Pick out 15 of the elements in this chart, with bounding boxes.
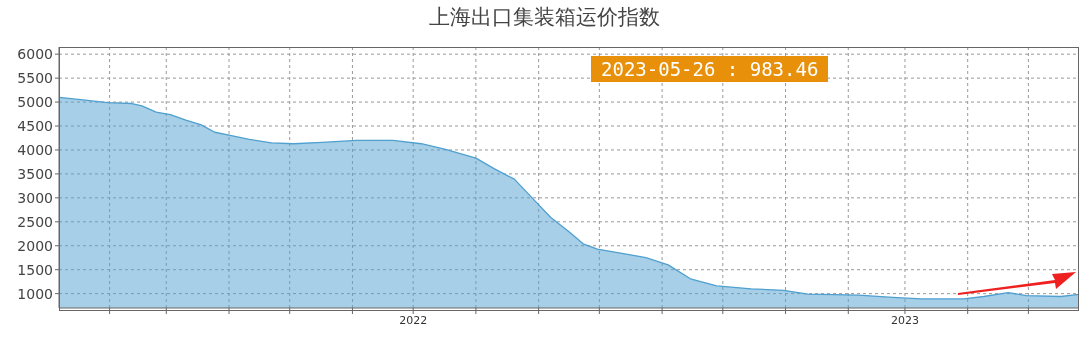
chart-title: 上海出口集装箱运价指数 <box>428 4 661 31</box>
y-tick-label: 2000 <box>17 237 53 254</box>
x-tick-label: 2023 <box>890 313 919 327</box>
y-tick-label: 4500 <box>17 117 53 134</box>
y-tick-label: 6000 <box>17 46 53 63</box>
y-tick-label: 3500 <box>17 165 53 182</box>
y-tick-label: 4000 <box>17 141 53 158</box>
y-tick-label: 1000 <box>17 285 53 302</box>
y-tick-label: 5000 <box>17 94 53 111</box>
x-tick-label: 2022 <box>399 313 428 327</box>
y-tick-label: 3000 <box>17 189 53 206</box>
annotation: 2023-05-26 : 983.46 <box>591 56 829 82</box>
y-tick-label: 2500 <box>17 213 53 230</box>
y-tick-label: 5500 <box>17 70 53 87</box>
y-tick-label: 1500 <box>17 261 53 278</box>
